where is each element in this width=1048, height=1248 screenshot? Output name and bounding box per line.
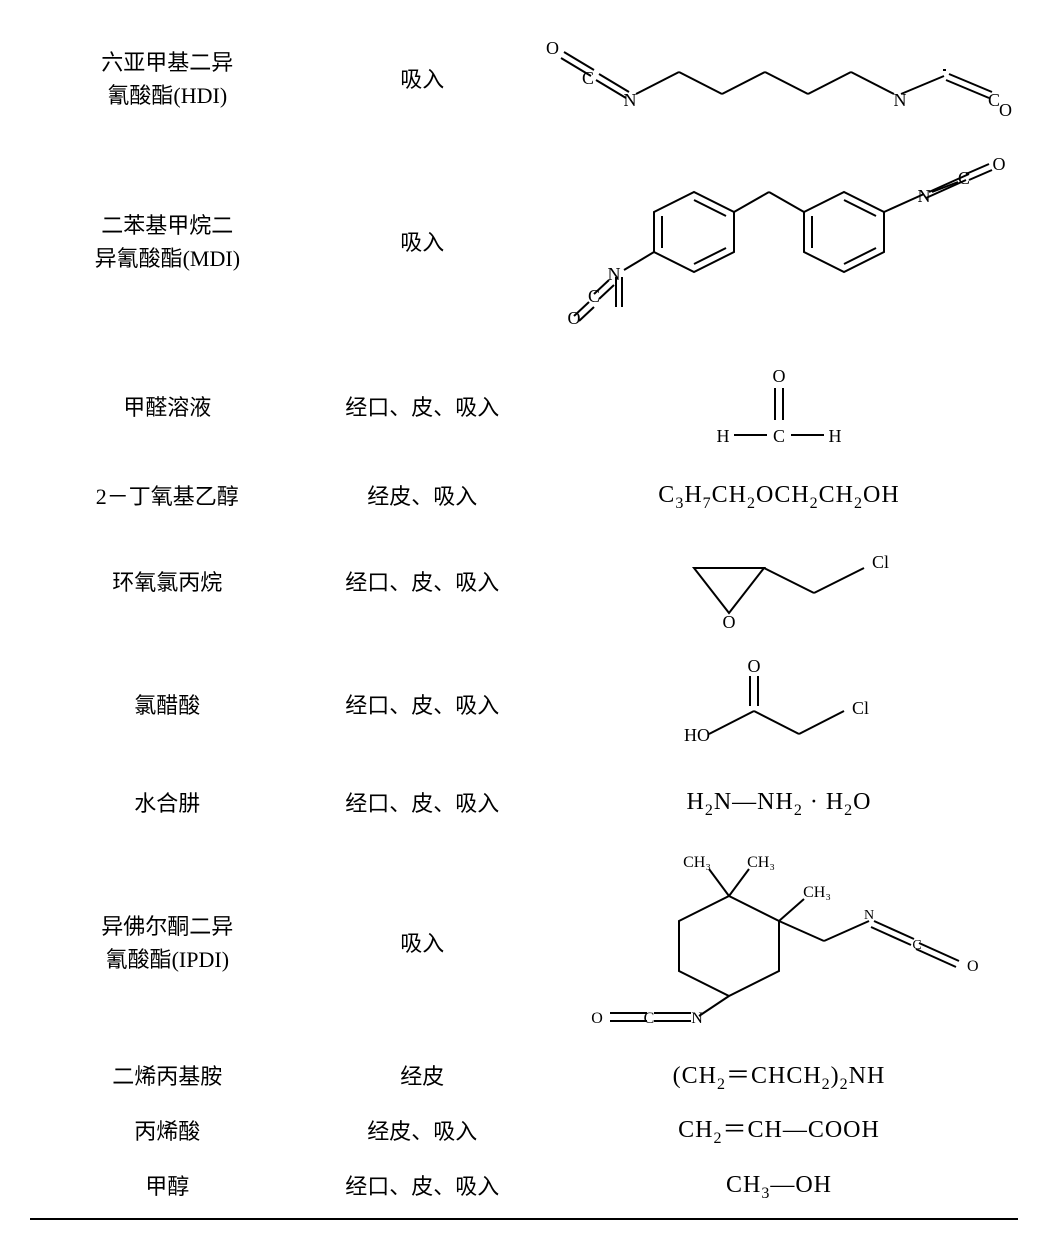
chemical-name: 甲醇 bbox=[30, 1159, 305, 1219]
structure-ipdi: CH₃ CH₃ CH₃ N C O N C O bbox=[569, 851, 989, 1036]
svg-text:N: N bbox=[607, 264, 620, 284]
table-row: 环氧氯丙烷 经口、皮、吸入 O Cl bbox=[30, 524, 1018, 642]
exposure-route: 经皮 bbox=[305, 1050, 540, 1105]
structure-cell: O Cl bbox=[540, 524, 1018, 642]
svg-text:O: O bbox=[747, 656, 760, 676]
svg-text:C: C bbox=[582, 68, 594, 88]
table-body: 六亚甲基二异 氰酸酯(HDI) 吸入 O C bbox=[30, 20, 1018, 1219]
table-row: 六亚甲基二异 氰酸酯(HDI) 吸入 O C bbox=[30, 20, 1018, 138]
svg-text:O: O bbox=[967, 958, 979, 975]
structure-chloroacetic: O HO Cl bbox=[664, 656, 894, 756]
structure-formula: CH2＝CH—COOH bbox=[678, 1117, 880, 1143]
svg-text:C: C bbox=[958, 168, 970, 188]
exposure-route: 吸入 bbox=[305, 837, 540, 1050]
svg-text:N: N bbox=[691, 1010, 703, 1027]
svg-text:N: N bbox=[893, 90, 906, 110]
structure-formula: H2N—NH2 · H2O bbox=[686, 789, 871, 815]
chemical-name: 甲醛溶液 bbox=[30, 346, 305, 469]
svg-text:O: O bbox=[999, 100, 1012, 120]
structure-cell: O C H H bbox=[540, 346, 1018, 469]
exposure-route: 经口、皮、吸入 bbox=[305, 524, 540, 642]
structure-cell: CH2＝CH—COOH bbox=[540, 1104, 1018, 1159]
name-line1: 六亚甲基二异 bbox=[101, 50, 233, 75]
exposure-route: 经口、皮、吸入 bbox=[305, 346, 540, 469]
table-row: 水合肼 经口、皮、吸入 H2N—NH2 · H2O bbox=[30, 770, 1018, 837]
structure-hdi: O C N N C O bbox=[544, 34, 1014, 124]
name-line2: 氰酸酯(IPDI) bbox=[106, 947, 229, 972]
chemical-name: 二烯丙基胺 bbox=[30, 1050, 305, 1105]
chemical-name: 异佛尔酮二异 氰酸酯(IPDI) bbox=[30, 837, 305, 1050]
name-line2: 氰酸酯(HDI) bbox=[107, 83, 227, 108]
svg-text:CH₃: CH₃ bbox=[683, 854, 711, 871]
name-line2: 异氰酸酯(MDI) bbox=[95, 246, 240, 271]
structure-cell: C3H7CH2OCH2CH2OH bbox=[540, 469, 1018, 524]
exposure-route: 经皮、吸入 bbox=[305, 1104, 540, 1159]
exposure-route: 吸入 bbox=[305, 138, 540, 346]
chemical-table: 六亚甲基二异 氰酸酯(HDI) 吸入 O C bbox=[30, 20, 1018, 1220]
svg-text:O: O bbox=[591, 1010, 603, 1027]
chemical-name: 丙烯酸 bbox=[30, 1104, 305, 1159]
svg-text:Cl: Cl bbox=[852, 698, 869, 718]
structure-cell: (CH2＝CHCH2)2NH bbox=[540, 1050, 1018, 1105]
exposure-route: 经口、皮、吸入 bbox=[305, 770, 540, 837]
svg-text:N: N bbox=[864, 908, 874, 923]
chemical-name: 环氧氯丙烷 bbox=[30, 524, 305, 642]
structure-mdi: N C O N C O bbox=[544, 152, 1014, 332]
chemical-name: 水合肼 bbox=[30, 770, 305, 837]
table-row: 氯醋酸 经口、皮、吸入 O HO Cl bbox=[30, 642, 1018, 770]
structure-cell: CH₃ CH₃ CH₃ N C O N C O bbox=[540, 837, 1018, 1050]
exposure-route: 经皮、吸入 bbox=[305, 469, 540, 524]
table-row: 2－丁氧基乙醇 经皮、吸入 C3H7CH2OCH2CH2OH bbox=[30, 469, 1018, 524]
exposure-route: 经口、皮、吸入 bbox=[305, 642, 540, 770]
structure-cell: CH3—OH bbox=[540, 1159, 1018, 1219]
exposure-route: 吸入 bbox=[305, 20, 540, 138]
table-row: 甲醇 经口、皮、吸入 CH3—OH bbox=[30, 1159, 1018, 1219]
name-line1: 异佛尔酮二异 bbox=[101, 914, 233, 939]
chemical-name: 二苯基甲烷二 异氰酸酯(MDI) bbox=[30, 138, 305, 346]
svg-text:H: H bbox=[716, 426, 729, 446]
svg-text:C: C bbox=[912, 938, 921, 953]
svg-text:H: H bbox=[828, 426, 841, 446]
table-row: 丙烯酸 经皮、吸入 CH2＝CH—COOH bbox=[30, 1104, 1018, 1159]
svg-text:O: O bbox=[722, 612, 735, 628]
name-line1: 二苯基甲烷二 bbox=[101, 213, 233, 238]
svg-text:C: C bbox=[644, 1010, 655, 1027]
structure-cell: O C N N C O bbox=[540, 20, 1018, 138]
chemical-name: 2－丁氧基乙醇 bbox=[30, 469, 305, 524]
table-row: 二苯基甲烷二 异氰酸酯(MDI) 吸入 bbox=[30, 138, 1018, 346]
svg-text:O: O bbox=[772, 366, 785, 386]
structure-formaldehyde: O C H H bbox=[699, 360, 859, 455]
structure-cell: N C O N C O bbox=[540, 138, 1018, 346]
chemical-name: 六亚甲基二异 氰酸酯(HDI) bbox=[30, 20, 305, 138]
structure-formula: CH3—OH bbox=[726, 1172, 832, 1198]
exposure-route: 经口、皮、吸入 bbox=[305, 1159, 540, 1219]
structure-cell: H2N—NH2 · H2O bbox=[540, 770, 1018, 837]
structure-formula: (CH2＝CHCH2)2NH bbox=[673, 1063, 886, 1089]
table-row: 异佛尔酮二异 氰酸酯(IPDI) 吸入 bbox=[30, 837, 1018, 1050]
svg-text:CH₃: CH₃ bbox=[747, 854, 775, 871]
svg-text:O: O bbox=[992, 154, 1005, 174]
table-row: 甲醛溶液 经口、皮、吸入 O C H H bbox=[30, 346, 1018, 469]
structure-formula: C3H7CH2OCH2CH2OH bbox=[658, 482, 899, 508]
table-row: 二烯丙基胺 经皮 (CH2＝CHCH2)2NH bbox=[30, 1050, 1018, 1105]
svg-text:N: N bbox=[623, 90, 636, 110]
svg-text:O: O bbox=[546, 38, 559, 58]
svg-text:N: N bbox=[917, 186, 930, 206]
svg-text:Cl: Cl bbox=[872, 552, 889, 572]
svg-text:C: C bbox=[773, 426, 785, 446]
structure-cell: O HO Cl bbox=[540, 642, 1018, 770]
svg-text:CH₃: CH₃ bbox=[803, 884, 831, 901]
svg-text:HO: HO bbox=[684, 725, 710, 745]
chemical-name: 氯醋酸 bbox=[30, 642, 305, 770]
structure-epichlorohydrin: O Cl bbox=[664, 538, 894, 628]
